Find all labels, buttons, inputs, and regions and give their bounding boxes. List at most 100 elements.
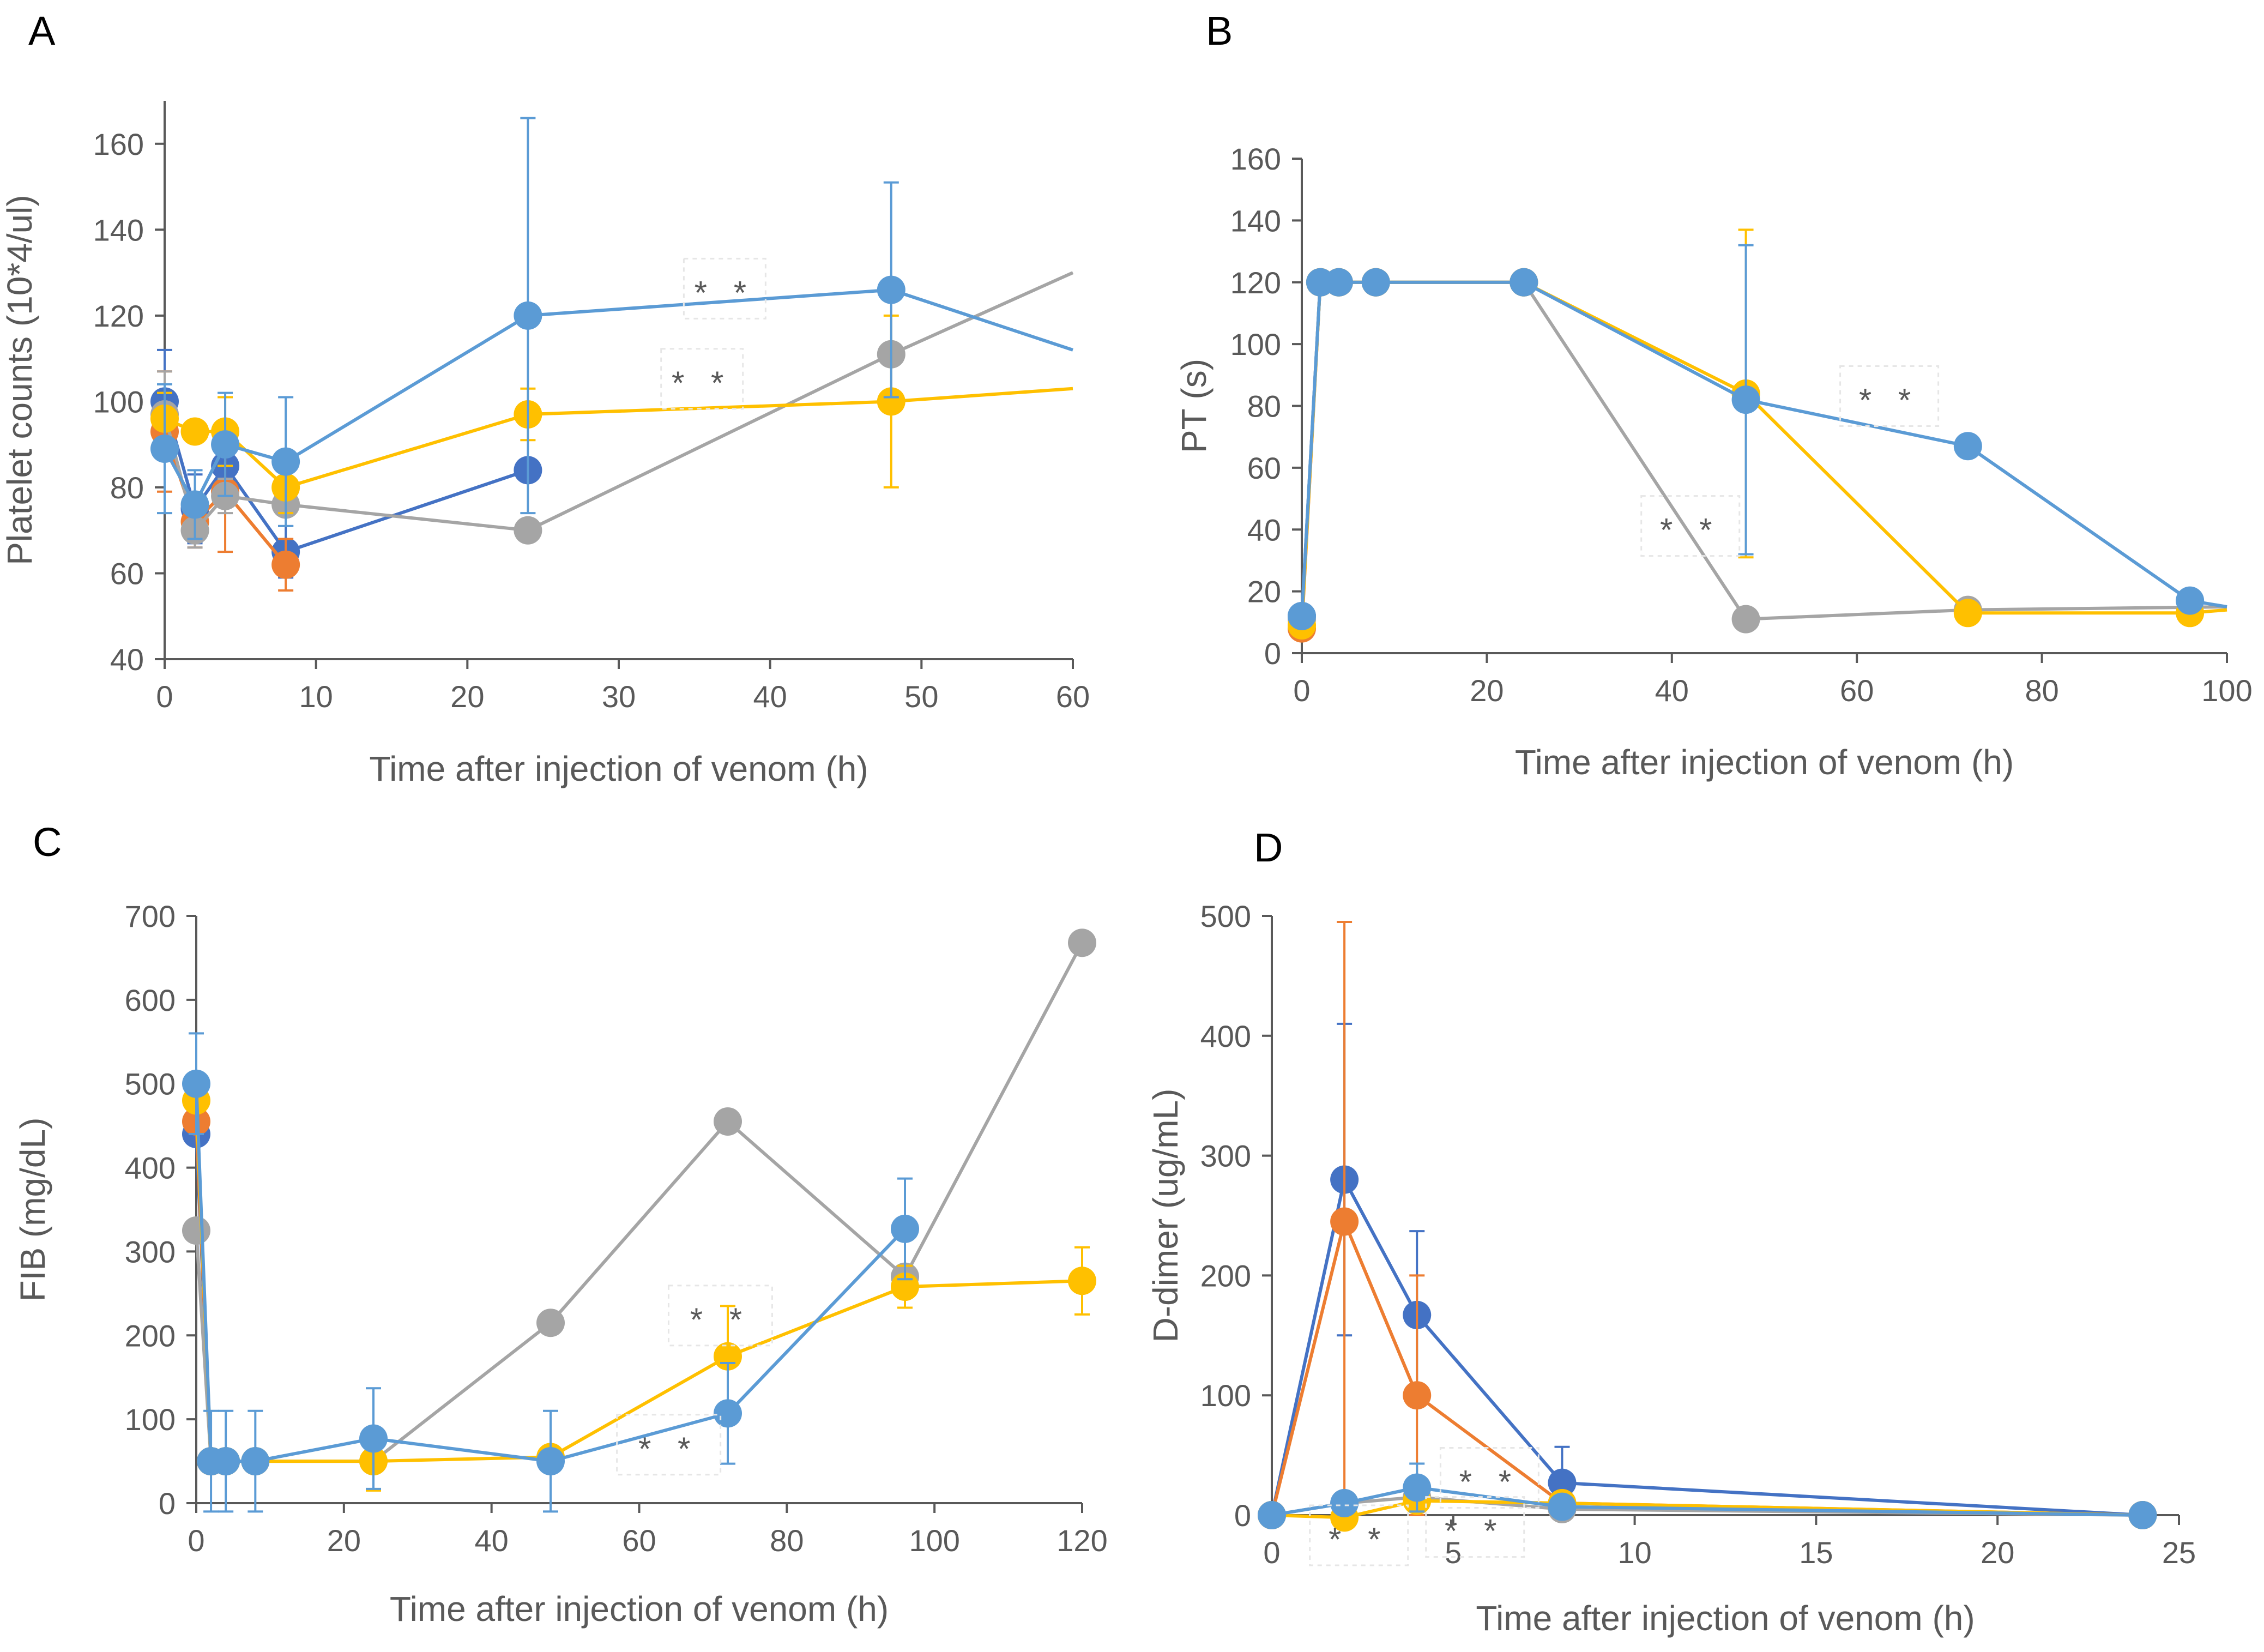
data-point [271,447,300,476]
data-point [714,1107,742,1136]
data-point [1548,1468,1577,1497]
panel-a-x-tick-label: 10 [299,679,333,714]
series-line [1300,280,1524,629]
data-point [182,1216,210,1245]
data-point [359,1424,388,1453]
panel-b-y-tick-label: 80 [1247,389,1281,424]
panel-a-x-tick-label: 60 [1056,679,1090,714]
data-point [2128,1501,2157,1529]
data-point [180,417,209,446]
series-line [1300,280,2227,626]
data-point [877,387,905,416]
data-point [180,490,209,519]
significance-marker: * * [690,1301,751,1338]
series-line [1300,280,2227,621]
panel-b-x-tick-label: 80 [2025,673,2058,708]
panel-a-x-tick-label: 30 [602,679,636,714]
panel-a-letter: A [28,8,56,53]
panel-b: B 0 20 40 60 80 100 120 140 160 0 20 40 60 80 100 Time … [1174,8,2253,782]
data-point [1403,1473,1432,1502]
panel-d-x-axis-title: Time after injection of venom (h) [1476,1599,1975,1638]
series-line [1300,280,1524,617]
panel-c-series-light-blue [182,1032,919,1513]
data-point [241,1447,270,1476]
panel-a-y-tick-label: 140 [93,213,144,247]
panel-b-x-tick-label: 60 [1840,673,1874,708]
panel-b-y-tick-label: 120 [1230,266,1281,300]
panel-c-x-axis-title: Time after injection of venom (h) [390,1589,889,1629]
data-point [212,1447,240,1476]
panel-c-y-tick-label: 0 [159,1486,176,1521]
panel-c-x-tick-label: 20 [327,1523,361,1558]
panel-d-x-tick-label: 25 [2162,1535,2196,1570]
panel-a: A 40 60 80 100 120 140 160 0 10 20 30 40 50 60 Time af… [0,8,1090,788]
panel-b-x-tick-label: 40 [1655,673,1689,708]
panel-d-series-orange [1258,920,2157,1529]
significance-marker: * * [1329,1521,1389,1558]
panel-d-x-tick-label: 0 [1263,1535,1280,1570]
data-point [714,1399,742,1428]
panel-d-y-tick-label: 200 [1200,1258,1251,1293]
data-point [1324,268,1353,297]
series-line [195,1083,907,1463]
panel-b-series-gold [1288,228,2227,640]
data-point [1288,601,1316,630]
panel-b-x-tick-label: 0 [1293,673,1310,708]
series-line [1270,1220,2143,1517]
panel-a-x-tick-label: 20 [450,679,484,714]
panel-c-y-tick-label: 200 [125,1318,176,1353]
panel-c-x-tick-label: 0 [188,1523,204,1558]
significance-marker: * * [1445,1513,1505,1549]
panel-d-y-tick-label: 300 [1200,1139,1251,1173]
panel-c-x-tick-label: 100 [909,1523,959,1558]
series-line [164,387,1073,489]
panel-c-letter: C [33,819,62,865]
data-point [1330,1489,1359,1518]
panel-b-y-tick-label: 160 [1230,142,1281,176]
panel-c-plot: 0 100 200 300 400 500 600 700 0 20 40 60 80 100 120 Tim… [13,899,1108,1629]
data-point [1548,1492,1577,1521]
panel-c-y-tick-label: 400 [125,1151,176,1185]
significance-marker: * * [1859,382,1919,419]
data-point [271,550,300,579]
data-point [1731,605,1760,634]
data-point [211,430,240,459]
panel-a-y-tick-label: 80 [110,471,144,505]
data-point [1731,385,1760,414]
panel-d-x-tick-label: 15 [1799,1535,1833,1570]
panel-c-x-tick-label: 80 [770,1523,804,1558]
panel-a-series-gold [150,314,1073,515]
data-point [514,516,542,545]
panel-b-x-axis-title: Time after injection of venom (h) [1515,743,2014,782]
panel-a-y-tick-label: 100 [93,384,144,419]
data-point [1403,1381,1432,1410]
panel-a-y-tick-label: 60 [110,556,144,590]
data-point [182,1069,210,1098]
panel-a-x-tick-label: 0 [156,679,173,714]
panel-c-y-axis-title: FIB (mg/dL) [13,1118,52,1302]
panel-a-series-dark-blue [150,348,542,579]
panel-b-series-gray [1288,268,2227,634]
panel-a-x-axis-title: Time after injection of venom (h) [369,749,868,788]
series-line [163,271,1074,532]
data-point [1953,432,1982,461]
panel-c-y-tick-label: 300 [125,1234,176,1269]
data-point [1953,599,1982,628]
data-point [514,301,542,330]
data-point [2176,586,2205,615]
significance-box [660,348,744,410]
panel-c-x-tick-label: 60 [622,1523,656,1558]
significance-box [683,257,766,319]
panel-c-y-tick-label: 600 [125,983,176,1017]
panel-d-y-tick-label: 0 [1234,1498,1251,1533]
panel-a-y-tick-label: 120 [93,299,144,333]
panel-c-series-gold [182,1086,1096,1492]
significance-marker: * * [672,365,732,401]
panel-b-y-tick-label: 0 [1264,636,1281,671]
panel-d-x-tick-label: 5 [1445,1535,1462,1570]
panel-d-x-tick-label: 20 [1981,1535,2014,1570]
panel-a-plot: 40 60 80 100 120 140 160 0 10 20 30 40 50 60 Time afte… [0,101,1090,788]
significance-box [667,1285,773,1347]
data-point [1068,1267,1096,1295]
panel-a-series-light-blue [150,117,1073,540]
